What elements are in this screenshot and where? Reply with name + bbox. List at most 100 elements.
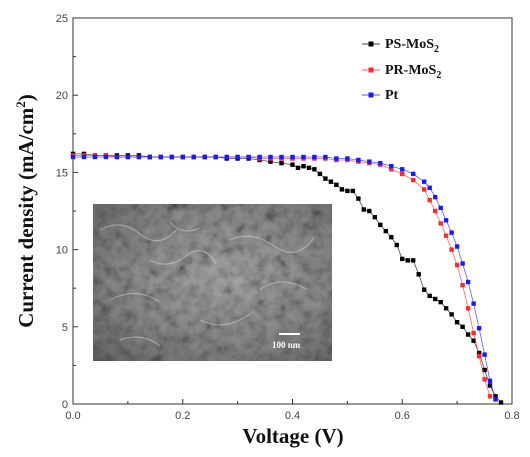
data-point (356, 157, 361, 163)
data-point (295, 165, 301, 170)
data-point (482, 367, 487, 373)
sem-inset-image: 100 nm (93, 204, 332, 361)
legend-label: PR-MoS2 (385, 63, 441, 81)
legend-marker (368, 92, 374, 98)
legend: PS-MoS2 PR-MoS2 Pt (362, 37, 441, 103)
data-point (367, 159, 372, 164)
data-point (465, 306, 471, 311)
y-tick-label: 5 (62, 322, 68, 334)
data-point (433, 296, 438, 302)
y-tick-label: 15 (56, 167, 68, 179)
data-point (438, 221, 443, 226)
data-point (125, 154, 131, 160)
data-point (92, 154, 98, 160)
data-point (482, 377, 487, 382)
scale-bar-label: 100 nm (272, 340, 301, 350)
series-2 (70, 154, 498, 402)
y-tick-label: 25 (56, 13, 68, 25)
data-point (81, 154, 87, 160)
data-point (471, 338, 476, 343)
data-point (180, 154, 185, 160)
data-point (487, 394, 493, 399)
data-point (246, 154, 251, 160)
data-point (422, 179, 427, 184)
data-point (224, 154, 229, 160)
data-point (202, 154, 207, 160)
data-point (493, 394, 498, 399)
legend-label: PS-MoS2 (385, 37, 439, 55)
data-point (268, 154, 273, 160)
x-axis-ticks: 0.0 0.2 0.4 0.6 0.8 (65, 399, 520, 422)
data-point (422, 287, 427, 292)
data-point (427, 185, 432, 190)
data-point (449, 247, 454, 252)
data-point (356, 196, 361, 201)
legend-marker (368, 41, 374, 47)
data-point (411, 258, 416, 263)
data-point (169, 154, 174, 160)
x-tick-label: 0.6 (395, 410, 410, 422)
data-point (465, 332, 471, 337)
data-point (378, 160, 383, 166)
data-point (427, 198, 432, 203)
data-point (158, 154, 163, 160)
data-point (460, 282, 465, 288)
data-point (449, 312, 454, 317)
data-point (411, 177, 416, 183)
data-point (487, 378, 493, 383)
data-point (378, 222, 383, 228)
data-point (427, 293, 432, 299)
data-point (317, 171, 323, 177)
legend-marker (368, 67, 374, 73)
data-point (411, 171, 416, 177)
data-point (498, 400, 504, 405)
data-point (367, 208, 372, 214)
data-point (345, 156, 350, 161)
data-point (443, 306, 449, 311)
data-point (279, 154, 284, 160)
x-tick-label: 0.2 (175, 410, 190, 422)
data-point (268, 159, 273, 164)
data-point (471, 330, 476, 336)
y-tick-label: 20 (56, 90, 68, 102)
legend-entry-2: Pt (362, 88, 399, 103)
data-point (345, 188, 350, 194)
data-point (476, 326, 482, 331)
data-point (476, 353, 482, 359)
data-point (191, 154, 196, 160)
data-point (482, 352, 487, 357)
data-point (323, 176, 328, 181)
data-point (334, 156, 339, 161)
data-point (438, 205, 443, 211)
data-point (400, 171, 405, 177)
data-point (465, 279, 471, 285)
data-point (279, 160, 284, 166)
data-point (438, 299, 443, 305)
data-point (147, 154, 152, 160)
data-point (257, 154, 262, 160)
data-point (400, 167, 405, 172)
data-point (454, 320, 460, 325)
data-point (443, 218, 449, 223)
data-point (454, 262, 460, 268)
data-point (449, 230, 454, 235)
x-tick-label: 0.0 (65, 410, 80, 422)
x-tick-label: 0.4 (285, 410, 300, 422)
data-point (312, 154, 317, 160)
data-point (312, 167, 317, 172)
data-point (454, 244, 460, 249)
legend-label: Pt (385, 88, 399, 103)
data-point (493, 397, 498, 402)
data-point (416, 272, 421, 277)
data-point (350, 188, 356, 194)
y-axis-ticks: 0 5 10 15 20 25 (56, 13, 78, 411)
data-point (405, 258, 410, 263)
data-point (301, 154, 306, 160)
data-point (389, 167, 394, 172)
data-point (136, 154, 142, 160)
data-point (471, 301, 476, 306)
data-point (422, 187, 427, 192)
data-point (476, 350, 482, 356)
data-point (460, 261, 465, 266)
